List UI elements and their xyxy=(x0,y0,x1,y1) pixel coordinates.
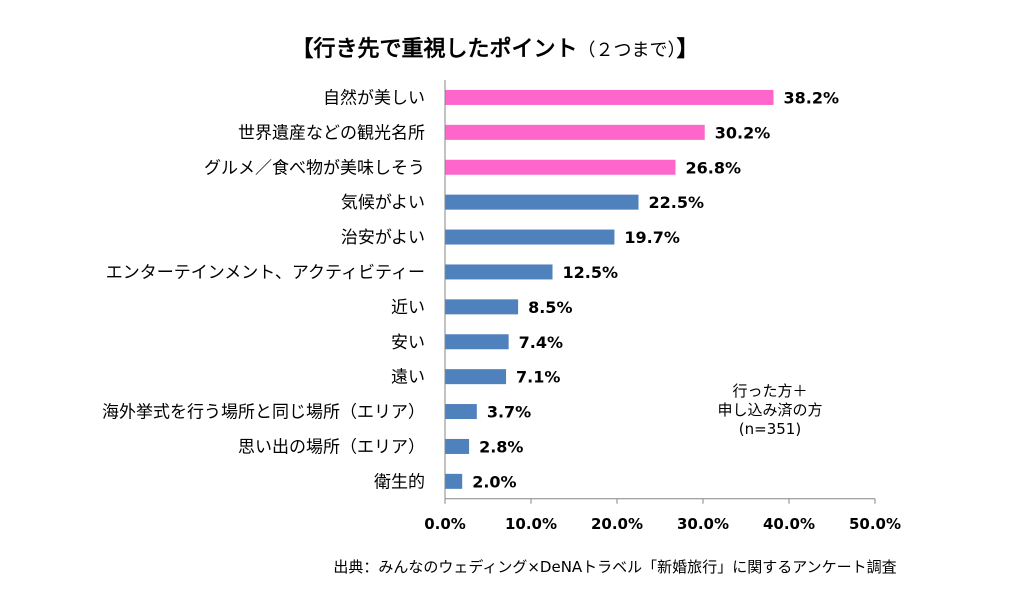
value-label: 8.5% xyxy=(528,298,572,317)
value-label: 22.5% xyxy=(649,193,705,212)
note-line: (n=351) xyxy=(739,420,801,438)
bar xyxy=(445,159,676,175)
category-label: 安い xyxy=(391,333,425,353)
bar xyxy=(445,369,507,385)
value-label: 12.5% xyxy=(563,263,619,282)
bar xyxy=(445,334,509,350)
x-tick-label: 20.0% xyxy=(591,515,643,533)
plot-area: 自然が美しい 38.2% 世界遺産などの観光名所 30.2% グルメ／食べ物が美味しそう… xyxy=(102,80,901,533)
category-label: 思い出の場所（エリア） xyxy=(238,437,425,457)
x-tick-label: 50.0% xyxy=(849,515,901,533)
bar xyxy=(445,194,639,210)
note-line: 行った方＋ xyxy=(732,382,807,400)
bar xyxy=(445,438,470,454)
sample-note: 行った方＋申し込み済の方(n=351) xyxy=(717,382,822,438)
bar xyxy=(445,404,477,420)
value-label: 3.7% xyxy=(487,403,531,422)
category-label: 近い xyxy=(391,298,425,318)
category-label: 気候がよい xyxy=(341,193,425,213)
chart-title: 【行き先で重視したポイント（２つまで）】 xyxy=(291,36,698,62)
value-label: 2.0% xyxy=(472,472,516,491)
source-caption: 出典：みんなのウェディング×DeNAトラベル「新婚旅行」に関するアンケート調査 xyxy=(333,558,896,576)
value-label: 7.1% xyxy=(516,368,560,387)
chart-title-main: 【行き先で重視したポイント xyxy=(291,36,577,62)
value-label: 26.8% xyxy=(685,158,741,177)
note-line: 申し込み済の方 xyxy=(717,401,822,419)
bar xyxy=(445,264,553,280)
value-label: 2.8% xyxy=(479,437,523,456)
value-label: 30.2% xyxy=(715,123,771,142)
value-label: 19.7% xyxy=(624,228,680,247)
value-label: 38.2% xyxy=(784,88,840,107)
bar xyxy=(445,299,519,315)
value-label: 7.4% xyxy=(519,333,563,352)
category-label: 遠い xyxy=(391,368,425,388)
x-tick-label: 40.0% xyxy=(763,515,815,533)
bar xyxy=(445,124,705,140)
category-label: 海外挙式を行う場所と同じ場所（エリア） xyxy=(102,403,425,423)
x-tick-label: 30.0% xyxy=(677,515,729,533)
x-tick-label: 10.0% xyxy=(505,515,557,533)
category-label: グルメ／食べ物が美味しそう xyxy=(204,158,425,178)
category-label: エンターテインメント、アクティビティー xyxy=(106,263,425,283)
category-label: 自然が美しい xyxy=(323,88,425,108)
category-label: 治安がよい xyxy=(341,228,425,248)
category-label: 世界遺産などの観光名所 xyxy=(238,123,425,143)
category-label: 衛生的 xyxy=(374,472,425,492)
chart-title-close: 】 xyxy=(677,37,699,62)
bar xyxy=(445,89,774,105)
chart-title-suffix: （２つまで） xyxy=(578,40,677,61)
x-tick-label: 0.0% xyxy=(424,515,466,533)
bar xyxy=(445,473,463,489)
bar xyxy=(445,229,615,245)
